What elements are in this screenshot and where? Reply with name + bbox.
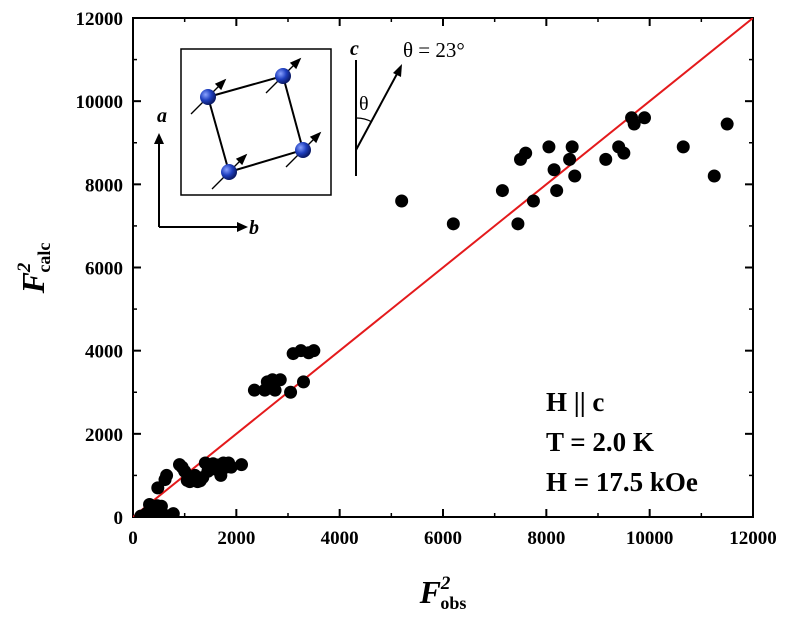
x-tick-label: 8000: [527, 528, 565, 549]
data-point: [395, 194, 409, 208]
data-point: [511, 217, 525, 231]
unit-cell-outline: [206, 74, 305, 174]
data-points: [134, 111, 734, 517]
data-point: [235, 458, 248, 472]
data-point: [519, 146, 533, 160]
y-tick-label: 8000: [85, 175, 123, 196]
atom: [200, 89, 216, 105]
data-point: [627, 117, 641, 131]
data-point: [542, 140, 556, 154]
data-point: [676, 140, 690, 154]
field-value-label: H = 17.5 kOe: [546, 467, 698, 497]
spin-arrows: [190, 57, 322, 190]
data-point: [446, 217, 460, 231]
data-point: [224, 460, 238, 474]
angle-arc: [355, 117, 373, 123]
y-tick-label: 2000: [85, 425, 123, 446]
y-tick-label: 4000: [85, 342, 123, 363]
data-point: [547, 163, 561, 177]
y-tick-label: 12000: [76, 9, 124, 30]
data-point: [720, 117, 734, 131]
y-tick-label: 0: [114, 508, 124, 529]
data-point: [599, 152, 613, 166]
data-point: [526, 194, 540, 208]
data-point: [617, 146, 631, 160]
moment-arrowhead: [393, 64, 402, 77]
axis-ticks: [132, 17, 754, 518]
field-direction-label: H || c: [546, 387, 604, 417]
y-tick-label: 6000: [85, 259, 123, 280]
x-tick-label: 6000: [424, 528, 462, 549]
a-axis-label: a: [157, 105, 167, 127]
c-axis-label: c: [350, 38, 359, 60]
identity-line: [133, 18, 753, 517]
y-axis-title: F2calc: [14, 243, 54, 295]
x-tick-label: 4000: [321, 528, 359, 549]
data-point: [568, 169, 582, 183]
atom: [221, 164, 237, 180]
data-point: [307, 344, 321, 358]
moment-direction-line: [355, 71, 399, 151]
x-axis-title: F2 obs: [419, 573, 467, 613]
theta-symbol: θ: [359, 93, 369, 115]
inset-structure: a b c θ θ = 23°: [154, 38, 465, 239]
y-tick-label: 10000: [76, 92, 124, 113]
data-point: [247, 383, 261, 397]
b-axis-arrowhead: [237, 222, 248, 232]
temperature-label: T = 2.0 K: [546, 427, 654, 457]
data-point: [565, 140, 579, 154]
data-point: [284, 385, 298, 399]
x-tick-label: 2000: [217, 528, 255, 549]
data-point: [297, 375, 310, 389]
atom: [295, 142, 311, 158]
data-point: [638, 111, 651, 125]
b-axis-label: b: [249, 217, 259, 239]
data-point: [550, 184, 564, 198]
x-tick-label: 10000: [626, 528, 674, 549]
tick-labels: 0 2000 4000 6000 8000 10000 12000 0 2000 4000 6000…: [76, 9, 777, 549]
data-point: [563, 152, 577, 166]
a-axis-arrowhead: [154, 133, 164, 144]
data-point: [273, 373, 287, 387]
data-point: [160, 468, 174, 482]
inset-frame: [180, 48, 332, 196]
data-point: [707, 169, 721, 183]
data-point: [268, 383, 282, 397]
x-tick-label: 12000: [729, 528, 777, 549]
data-point: [495, 184, 509, 198]
data-point: [166, 507, 180, 517]
angle-label: θ = 23°: [403, 38, 465, 62]
atom: [275, 68, 291, 84]
x-tick-label: 0: [128, 528, 138, 549]
